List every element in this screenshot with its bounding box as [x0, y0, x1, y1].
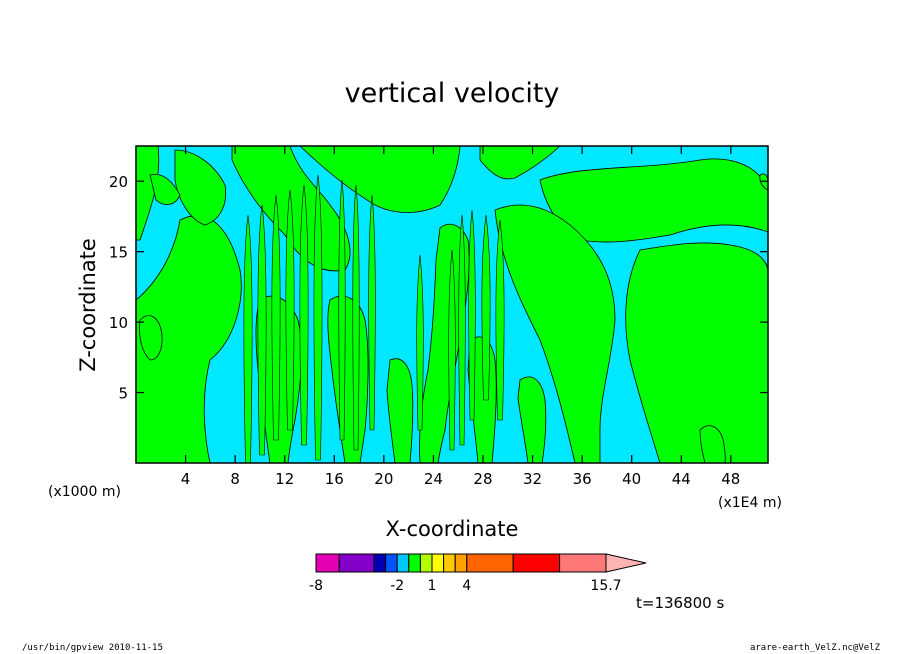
colorbar-segment	[512, 553, 561, 573]
colorbar-label: 1	[428, 578, 437, 594]
colorbar: -8 -2 1 4 15.7	[309, 553, 647, 594]
contour-region-positive	[174, 149, 227, 226]
contour-band-positive	[352, 184, 360, 451]
contour-band-positive	[416, 254, 424, 431]
contour-band-positive	[338, 179, 346, 441]
x-tick-label: 16	[325, 470, 344, 488]
x-tick-label: 8	[230, 470, 240, 488]
x-tick-label: 28	[473, 470, 492, 488]
colorbar-segment	[373, 553, 387, 573]
contour-band-positive	[448, 249, 456, 451]
colorbar-segment	[385, 553, 398, 573]
y-axis: 5 10 15 20	[109, 173, 768, 403]
colorbar-arrow	[605, 553, 647, 573]
contour-band-positive	[495, 219, 505, 421]
x-tick-label: 20	[374, 470, 393, 488]
colorbar-segment	[466, 553, 514, 573]
chart-title: vertical velocity	[345, 78, 560, 109]
contour-band-positive	[481, 214, 491, 401]
colorbar-segment	[559, 553, 607, 573]
x-tick-label: 44	[672, 470, 691, 488]
colorbar-label: -2	[390, 578, 404, 594]
colorbar-segment	[431, 553, 445, 573]
colorbar-segment	[396, 553, 410, 573]
y-tick-label: 15	[109, 244, 128, 262]
time-label: t=136800 s	[636, 594, 724, 612]
contour-region-positive	[386, 358, 414, 464]
x-tick-label: 4	[181, 470, 191, 488]
colorbar-label: -8	[309, 578, 323, 594]
contour-band-positive	[257, 204, 267, 456]
contour-band-positive	[243, 214, 253, 464]
colorbar-segment	[454, 553, 468, 573]
contour-region-positive	[299, 145, 461, 213]
footer-left: /usr/bin/gpview 2010-11-15	[22, 643, 163, 653]
contour-region-positive	[139, 315, 163, 361]
contour-band-positive	[458, 214, 466, 446]
colorbar-segment	[338, 553, 375, 573]
contour-region-positive	[479, 145, 562, 180]
contour-region-positive	[699, 425, 726, 464]
x-tick-label: 40	[622, 470, 641, 488]
y-tick-label: 20	[109, 173, 128, 191]
x-unit-left: (x1000 m)	[48, 484, 121, 500]
x-axis: 4 8 12 16 20 24 28 32 36 40 44 48	[181, 146, 740, 488]
y-tick-label: 10	[109, 314, 128, 332]
footer-right: arare-earth_VelZ.nc@VelZ	[750, 643, 881, 653]
contour-region-positive	[494, 204, 616, 464]
x-tick-label: 24	[424, 470, 443, 488]
x-tick-label: 36	[573, 470, 592, 488]
x-tick-label: 48	[721, 470, 740, 488]
y-axis-label: Z-coordinate	[76, 238, 100, 372]
contour-region-positive	[517, 376, 547, 464]
colorbar-segment	[419, 553, 433, 573]
contour-field	[135, 145, 769, 464]
plot-frame	[135, 145, 769, 464]
contour-region-positive	[149, 173, 181, 205]
contour-region-positive	[135, 145, 160, 241]
colorbar-label: 4	[462, 578, 471, 594]
colorbar-segment	[443, 553, 456, 573]
contour-band-positive	[285, 189, 295, 431]
plot-area	[135, 145, 769, 464]
contour-band-positive	[313, 174, 323, 461]
contour-band-positive	[271, 194, 281, 441]
x-tick-label: 12	[275, 470, 294, 488]
contour-region-positive	[419, 223, 470, 464]
x-unit-right: (x1E4 m)	[718, 495, 782, 511]
x-axis-label: X-coordinate	[386, 517, 519, 541]
contour-band-positive	[468, 209, 476, 421]
contour-band-positive	[299, 184, 309, 446]
y-tick-label: 5	[118, 385, 128, 403]
contour-band-positive	[368, 194, 376, 431]
colorbar-segment	[408, 553, 421, 573]
colorbar-segment	[315, 553, 340, 573]
x-tick-label: 32	[523, 470, 542, 488]
colorbar-label: 15.7	[590, 578, 621, 594]
contour-region-positive	[135, 215, 242, 464]
